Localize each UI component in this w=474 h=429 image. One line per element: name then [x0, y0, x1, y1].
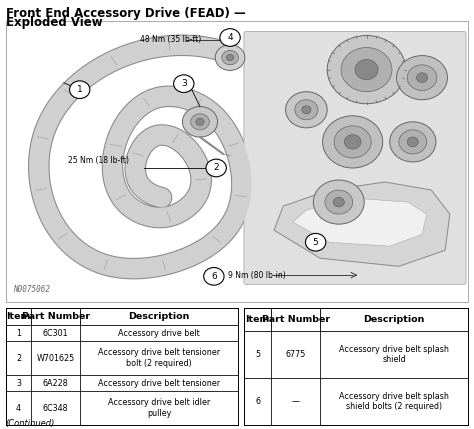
Text: Accessory drive belt splash
shield bolts (2 required): Accessory drive belt splash shield bolts…: [339, 392, 449, 411]
Text: 6C301: 6C301: [43, 329, 68, 338]
Text: Part Number: Part Number: [21, 312, 90, 321]
Bar: [320, 308, 468, 331]
Bar: [80, 341, 238, 375]
Text: Item: Item: [246, 315, 270, 324]
Circle shape: [220, 29, 240, 46]
Circle shape: [182, 106, 218, 137]
Text: 6A228: 6A228: [43, 378, 69, 387]
Text: Accessory drive belt tensioner
bolt (2 required): Accessory drive belt tensioner bolt (2 r…: [98, 348, 220, 368]
Circle shape: [285, 92, 327, 128]
Bar: [320, 331, 468, 378]
Text: 1: 1: [16, 329, 21, 338]
Text: 5: 5: [255, 350, 260, 359]
Bar: [6, 325, 31, 341]
Text: 1: 1: [77, 85, 82, 94]
Bar: [31, 375, 80, 391]
Circle shape: [333, 197, 344, 207]
Circle shape: [204, 268, 224, 285]
Text: 6775: 6775: [285, 350, 306, 359]
Circle shape: [334, 126, 371, 158]
Circle shape: [399, 130, 427, 154]
Text: 6: 6: [211, 272, 217, 281]
Circle shape: [397, 56, 447, 100]
Bar: [6, 391, 31, 425]
Bar: [6, 341, 31, 375]
Text: 5: 5: [313, 238, 319, 247]
Circle shape: [323, 116, 383, 168]
Text: N0075062: N0075062: [13, 285, 50, 294]
Text: Item: Item: [6, 312, 31, 321]
Bar: [244, 331, 271, 378]
Text: Part Number: Part Number: [262, 315, 329, 324]
Circle shape: [222, 50, 238, 65]
Circle shape: [325, 190, 353, 214]
Circle shape: [70, 81, 90, 99]
Bar: [31, 325, 80, 341]
Bar: [80, 391, 238, 425]
Text: 3: 3: [16, 378, 21, 387]
Polygon shape: [292, 198, 427, 246]
Circle shape: [313, 180, 364, 224]
Bar: [80, 325, 238, 341]
Bar: [80, 375, 238, 391]
Circle shape: [355, 60, 378, 80]
Bar: [31, 308, 80, 325]
Circle shape: [173, 75, 194, 93]
Text: Description: Description: [128, 312, 190, 321]
Text: Accessory drive belt idler
pulley: Accessory drive belt idler pulley: [108, 399, 210, 418]
Text: 2: 2: [16, 353, 21, 363]
Text: (Continued): (Continued): [6, 419, 55, 428]
Circle shape: [344, 135, 361, 149]
Bar: [244, 308, 271, 331]
Circle shape: [206, 159, 227, 177]
Circle shape: [407, 65, 437, 91]
Text: 25 Nm (18 lb-ft): 25 Nm (18 lb-ft): [68, 156, 129, 165]
Circle shape: [390, 122, 436, 162]
Circle shape: [341, 48, 392, 92]
Circle shape: [407, 137, 419, 147]
Bar: [80, 308, 238, 325]
Text: Accessory drive belt splash
shield: Accessory drive belt splash shield: [339, 345, 449, 364]
Text: 9 Nm (80 lb-in): 9 Nm (80 lb-in): [228, 271, 285, 280]
Text: Accessory drive belt tensioner: Accessory drive belt tensioner: [98, 378, 220, 387]
Text: 4: 4: [227, 33, 233, 42]
Text: 6C348: 6C348: [43, 404, 68, 413]
Text: —: —: [292, 397, 300, 406]
Text: Description: Description: [363, 315, 425, 324]
Circle shape: [302, 106, 311, 114]
Text: 2: 2: [213, 163, 219, 172]
Circle shape: [191, 114, 209, 130]
Circle shape: [305, 233, 326, 251]
Bar: [244, 378, 271, 425]
Text: 4: 4: [16, 404, 21, 413]
Text: Accessory drive belt: Accessory drive belt: [118, 329, 200, 338]
Text: Front End Accessory Drive (FEAD) —: Front End Accessory Drive (FEAD) —: [6, 7, 246, 20]
Text: 6: 6: [255, 397, 260, 406]
Text: W701625: W701625: [36, 353, 75, 363]
Text: 3: 3: [181, 79, 187, 88]
Text: 48 Nm (35 lb-ft): 48 Nm (35 lb-ft): [140, 35, 201, 44]
Bar: [271, 378, 320, 425]
Polygon shape: [274, 182, 450, 266]
FancyBboxPatch shape: [244, 31, 466, 284]
Circle shape: [417, 73, 428, 82]
Circle shape: [215, 45, 245, 70]
Bar: [31, 391, 80, 425]
Bar: [271, 331, 320, 378]
Bar: [271, 308, 320, 331]
Circle shape: [196, 118, 204, 125]
Bar: [320, 378, 468, 425]
Bar: [6, 375, 31, 391]
Bar: [31, 341, 80, 375]
Bar: [6, 308, 31, 325]
Circle shape: [227, 54, 234, 61]
Text: Exploded View: Exploded View: [6, 16, 102, 29]
Circle shape: [327, 36, 406, 104]
Circle shape: [295, 100, 318, 120]
